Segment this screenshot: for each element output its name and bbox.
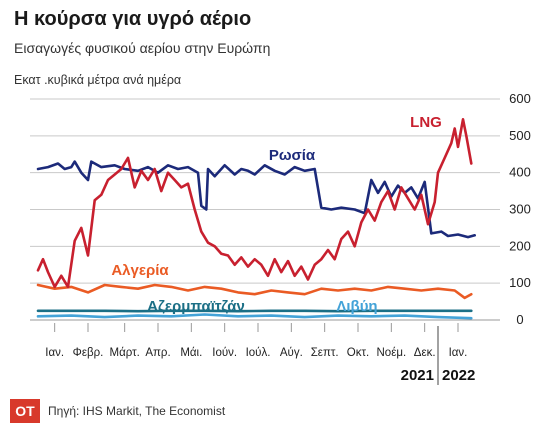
year-labels: 2021 2022	[401, 326, 475, 385]
x-tick-label: Ιούν.	[212, 347, 237, 359]
chart-subtitle: Εισαγωγές φυσικού αερίου στην Ευρώπη	[14, 40, 271, 56]
series-lines	[36, 118, 476, 320]
x-tick-label: Μάρτ.	[109, 347, 139, 359]
series-label-lng: LNG	[410, 114, 442, 131]
series-label-azerbaijan: Αζερμπαϊτζάν	[147, 298, 245, 315]
y-tick-label: 500	[509, 128, 531, 143]
y-tick-labels: 0 100 200 300 400 500 600	[509, 91, 531, 327]
y-tick-label: 400	[509, 165, 531, 180]
x-tick-label: Φεβρ.	[73, 347, 104, 359]
series-label-libya: Λιβύη	[336, 298, 377, 315]
series-line-russia	[36, 160, 476, 239]
grid-lines	[30, 98, 500, 321]
source-note: Πηγή: IHS Markit, The Economist	[48, 404, 226, 418]
x-tick-label: Δεκ.	[414, 347, 436, 359]
x-tick-label: Μάι.	[180, 347, 202, 359]
y-tick-label: 600	[509, 91, 531, 106]
year-label-2022: 2022	[442, 367, 475, 384]
y-axis-unit: Εκατ .κυβικά μέτρα ανά ημέρα	[14, 73, 182, 87]
year-label-2021: 2021	[401, 367, 434, 384]
y-tick-label: 200	[509, 238, 531, 253]
x-tick-label: Οκτ.	[347, 347, 369, 359]
x-tick-label: Ιαν.	[45, 347, 64, 359]
series-line-libya	[36, 313, 473, 320]
x-tick-label: Αύγ.	[280, 347, 303, 359]
series-line-lng	[36, 118, 473, 289]
series-line-algeria	[36, 283, 473, 300]
x-tick-label: Νοέμ.	[377, 347, 407, 359]
x-tick-label: Ιαν.	[449, 347, 468, 359]
x-tick-label: Σεπτ.	[311, 347, 339, 359]
x-tick-label: Απρ.	[145, 347, 170, 359]
y-tick-label: 0	[516, 312, 523, 327]
y-tick-label: 300	[509, 202, 531, 217]
x-tick-label: Ιούλ.	[246, 347, 271, 359]
x-tick-labels: Ιαν. Φεβρ. Μάρτ. Απρ. Μάι. Ιούν. Ιούλ. Αύγ. Σεπτ…	[45, 323, 467, 359]
ot-logo: OT	[10, 399, 40, 423]
series-label-russia: Ρωσία	[269, 147, 316, 164]
series-label-algeria: Αλγερία	[111, 262, 169, 279]
series-labels: Ρωσία LNG Αλγερία Αζερμπαϊτζάν Λιβύη	[111, 114, 441, 315]
y-tick-label: 100	[509, 275, 531, 290]
chart-title: Η κούρσα για υγρό αέριο	[14, 8, 252, 30]
